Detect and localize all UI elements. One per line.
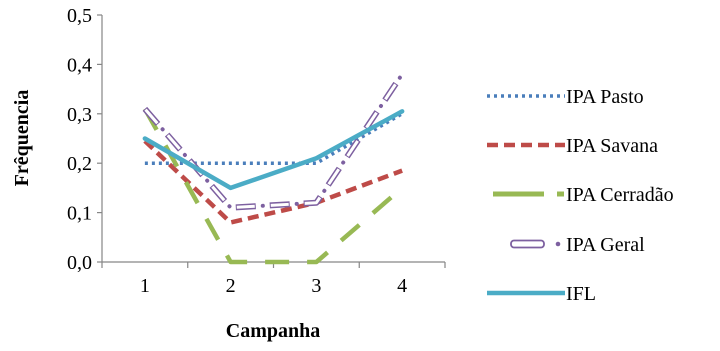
y-axis-title: Frêquencia bbox=[11, 90, 33, 187]
y-tick-label: 0,3 bbox=[67, 104, 92, 126]
series-lines bbox=[142, 72, 405, 265]
legend-swatch-dot bbox=[555, 241, 561, 247]
legend-swatch bbox=[510, 239, 545, 249]
x-tick-label: 1 bbox=[140, 275, 150, 297]
y-tick-group: 0,0 0,1 0,2 0,3 0,4 0,5 bbox=[67, 5, 102, 274]
series-line-ipa-cerrad-o bbox=[142, 107, 404, 265]
legend-label: IPA Cerradão bbox=[566, 184, 674, 206]
legend-item: IFL bbox=[487, 283, 596, 305]
series-line-ipa-geral-outline bbox=[142, 72, 405, 211]
legend-label: IPA Pasto bbox=[566, 86, 644, 108]
series-line-ipa-savana bbox=[143, 139, 403, 225]
x-tick-group: 1 2 3 4 bbox=[101, 262, 446, 297]
legend-label: IPA Savana bbox=[566, 135, 658, 157]
y-tick-label: 0,0 bbox=[67, 252, 92, 274]
x-tick-label: 3 bbox=[311, 275, 321, 297]
legend-label: IFL bbox=[566, 283, 596, 305]
y-tick-label: 0,4 bbox=[67, 54, 92, 76]
series-line-ipa-geral-dots bbox=[142, 72, 405, 210]
legend-item: IPA Cerradão bbox=[493, 184, 674, 206]
y-tick-label: 0,2 bbox=[67, 153, 92, 175]
y-tick-label: 0,1 bbox=[67, 203, 92, 225]
y-tick-label: 0,5 bbox=[67, 5, 92, 27]
series-line-ifl bbox=[142, 109, 405, 191]
legend-item: IPA Geral bbox=[510, 234, 645, 256]
legend-label: IPA Geral bbox=[566, 234, 645, 256]
x-axis-title: Campanha bbox=[226, 320, 320, 342]
x-tick-label: 4 bbox=[397, 275, 407, 297]
legend-item: IPA Savana bbox=[487, 135, 658, 157]
plot-area: 0,0 0,1 0,2 0,3 0,4 0,5 1 2 3 4 bbox=[67, 5, 446, 297]
x-tick-label: 2 bbox=[226, 275, 236, 297]
legend: IPA Pasto IPA Savana IPA Cerradão IPA Geral… bbox=[487, 86, 674, 305]
legend-item: IPA Pasto bbox=[487, 86, 644, 108]
series-line-ipa-geral-inner bbox=[143, 73, 404, 210]
